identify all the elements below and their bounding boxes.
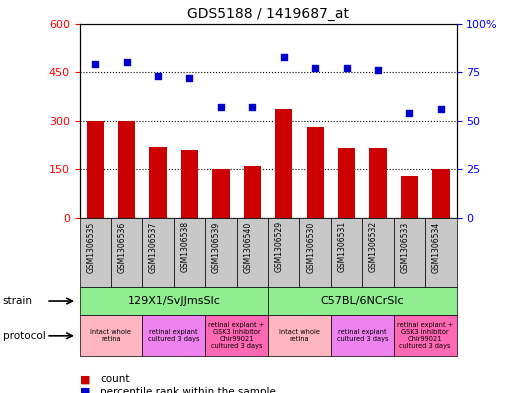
Text: percentile rank within the sample: percentile rank within the sample [100, 387, 276, 393]
Text: C57BL/6NCrSlc: C57BL/6NCrSlc [321, 296, 404, 306]
Point [311, 65, 319, 72]
Title: GDS5188 / 1419687_at: GDS5188 / 1419687_at [187, 7, 349, 21]
Text: intact whole
retina: intact whole retina [90, 329, 131, 342]
Text: GSM1306535: GSM1306535 [86, 221, 95, 272]
Point [343, 65, 351, 72]
Text: 129X1/SvJJmsSlc: 129X1/SvJJmsSlc [127, 296, 220, 306]
Bar [338, 149, 355, 218]
Text: strain: strain [3, 296, 32, 306]
Text: retinal explant +
GSK3 inhibitor
Chir99021
cultured 3 days: retinal explant + GSK3 inhibitor Chir990… [397, 322, 453, 349]
Text: count: count [100, 374, 130, 384]
Text: protocol: protocol [3, 331, 45, 341]
Point [405, 110, 413, 116]
Bar [149, 147, 167, 218]
Point [91, 61, 100, 68]
Bar [401, 176, 418, 218]
Bar [307, 127, 324, 218]
Text: GSM1306536: GSM1306536 [117, 221, 127, 272]
Bar [118, 121, 135, 218]
Bar [244, 166, 261, 218]
Point [374, 67, 382, 73]
Text: GSM1306540: GSM1306540 [243, 221, 252, 272]
Bar [432, 169, 449, 218]
Bar [87, 121, 104, 218]
Text: ■: ■ [80, 374, 90, 384]
Point [217, 104, 225, 110]
Point [248, 104, 256, 110]
Text: retinal explant
cultured 3 days: retinal explant cultured 3 days [337, 329, 388, 342]
Text: GSM1306538: GSM1306538 [181, 221, 189, 272]
Bar [275, 110, 292, 218]
Text: GSM1306532: GSM1306532 [369, 221, 378, 272]
Text: retinal explant
cultured 3 days: retinal explant cultured 3 days [148, 329, 200, 342]
Bar [212, 169, 229, 218]
Text: intact whole
retina: intact whole retina [279, 329, 320, 342]
Text: GSM1306530: GSM1306530 [306, 221, 315, 272]
Text: GSM1306537: GSM1306537 [149, 221, 158, 272]
Text: GSM1306531: GSM1306531 [338, 221, 347, 272]
Text: GSM1306539: GSM1306539 [212, 221, 221, 272]
Point [154, 73, 162, 79]
Text: GSM1306534: GSM1306534 [432, 221, 441, 272]
Text: GSM1306529: GSM1306529 [275, 221, 284, 272]
Point [123, 59, 131, 66]
Bar [181, 150, 198, 218]
Text: GSM1306533: GSM1306533 [401, 221, 409, 272]
Point [437, 106, 445, 112]
Point [280, 53, 288, 60]
Text: ■: ■ [80, 387, 90, 393]
Bar [369, 149, 387, 218]
Point [185, 75, 193, 81]
Text: retinal explant +
GSK3 inhibitor
Chir99021
cultured 3 days: retinal explant + GSK3 inhibitor Chir990… [208, 322, 265, 349]
